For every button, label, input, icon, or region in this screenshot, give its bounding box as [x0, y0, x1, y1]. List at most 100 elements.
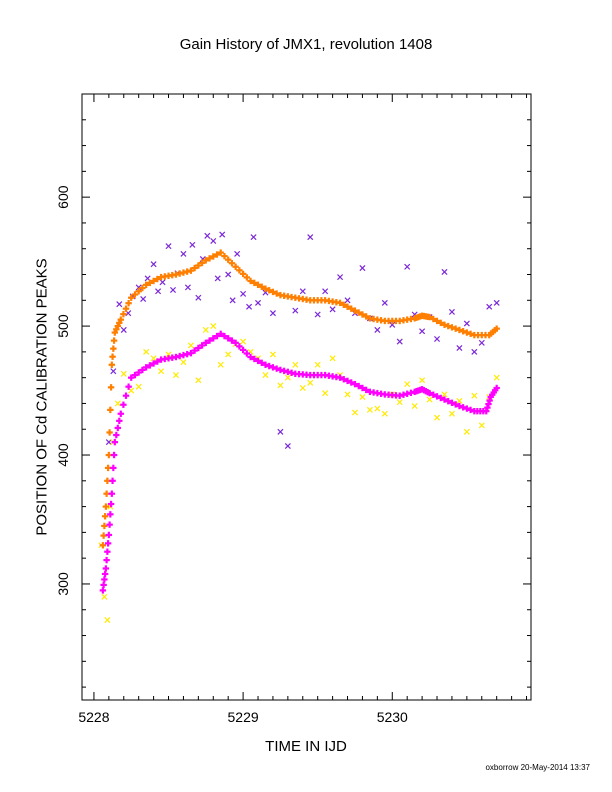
data-point — [441, 396, 448, 403]
data-point — [269, 310, 276, 317]
data-point — [277, 428, 284, 435]
data-point — [366, 406, 373, 413]
series-3 — [99, 330, 500, 594]
data-point — [184, 284, 191, 291]
data-point — [247, 353, 254, 361]
data-point — [273, 290, 280, 297]
data-point — [109, 477, 116, 485]
data-point — [351, 409, 359, 416]
data-point — [463, 320, 470, 327]
data-point — [486, 397, 493, 404]
data-point — [172, 372, 180, 379]
data-point — [232, 339, 239, 347]
data-point — [254, 299, 262, 306]
data-point — [139, 284, 146, 292]
data-point — [337, 274, 344, 281]
data-point — [158, 368, 165, 375]
data-point — [110, 345, 117, 352]
footer-timestamp: oxborrow 20-May-2014 13:37 — [485, 763, 590, 772]
data-point — [114, 424, 122, 432]
data-point — [307, 234, 314, 241]
data-point — [456, 326, 463, 334]
data-point — [262, 361, 269, 368]
data-point — [102, 565, 110, 572]
data-point — [213, 251, 221, 258]
data-point — [120, 310, 127, 318]
y-tick-label: 500 — [55, 314, 71, 338]
data-point — [448, 308, 455, 315]
series-0 — [105, 231, 500, 450]
data-point — [107, 384, 115, 391]
data-point — [437, 319, 444, 327]
plot-frame — [81, 93, 532, 701]
data-point — [106, 521, 113, 528]
data-point — [411, 403, 418, 410]
data-point — [103, 556, 110, 564]
data-point — [292, 361, 299, 368]
data-point — [299, 288, 306, 295]
data-point — [214, 275, 221, 282]
data-point — [243, 274, 251, 281]
data-point — [155, 288, 162, 295]
data-point — [452, 325, 459, 332]
data-point — [348, 305, 355, 312]
data-point — [404, 263, 411, 270]
data-point — [107, 511, 114, 518]
data-point — [246, 303, 253, 310]
data-point — [228, 260, 236, 267]
data-point — [150, 355, 157, 362]
data-point — [125, 383, 132, 390]
data-point — [106, 429, 113, 436]
data-point — [344, 303, 351, 310]
data-point — [210, 253, 217, 260]
data-point — [104, 617, 111, 624]
data-point — [448, 410, 455, 417]
data-point — [195, 344, 202, 352]
data-point — [116, 301, 123, 308]
y-tick-label: 600 — [55, 185, 71, 209]
data-point — [269, 364, 277, 371]
data-point — [445, 397, 452, 405]
data-point — [169, 286, 177, 294]
data-point — [433, 317, 441, 325]
data-point — [486, 303, 493, 310]
data-point — [266, 287, 273, 294]
data-point — [187, 349, 195, 357]
data-point — [277, 382, 284, 389]
data-point — [441, 268, 448, 275]
data-point — [419, 328, 426, 335]
data-point — [224, 335, 232, 342]
data-point — [419, 377, 426, 384]
data-point — [269, 288, 277, 296]
data-point — [104, 540, 112, 547]
data-point — [204, 232, 211, 239]
data-point — [221, 332, 228, 340]
data-point — [202, 326, 209, 333]
data-point — [116, 417, 123, 425]
data-point — [120, 401, 127, 408]
data-point — [150, 261, 157, 268]
data-point — [108, 490, 116, 497]
data-point — [110, 464, 117, 472]
data-point — [107, 406, 114, 414]
chart-title: Gain History of JMX1, revolution 1408 — [179, 36, 433, 53]
data-point — [484, 404, 491, 411]
data-point — [154, 358, 161, 365]
data-point — [329, 306, 336, 313]
data-point — [146, 279, 154, 287]
data-point — [206, 255, 213, 262]
data-point — [456, 402, 463, 410]
data-point — [210, 323, 217, 330]
data-point — [140, 295, 147, 303]
data-point — [322, 288, 329, 295]
data-point — [240, 290, 247, 297]
series-2 — [99, 249, 500, 549]
data-point — [202, 257, 210, 264]
data-point — [456, 344, 463, 352]
data-point — [195, 262, 202, 269]
data-point — [139, 366, 146, 374]
data-point — [426, 313, 433, 321]
data-point — [362, 313, 370, 320]
data-point — [236, 267, 243, 274]
y-tick-label: 300 — [55, 572, 71, 596]
